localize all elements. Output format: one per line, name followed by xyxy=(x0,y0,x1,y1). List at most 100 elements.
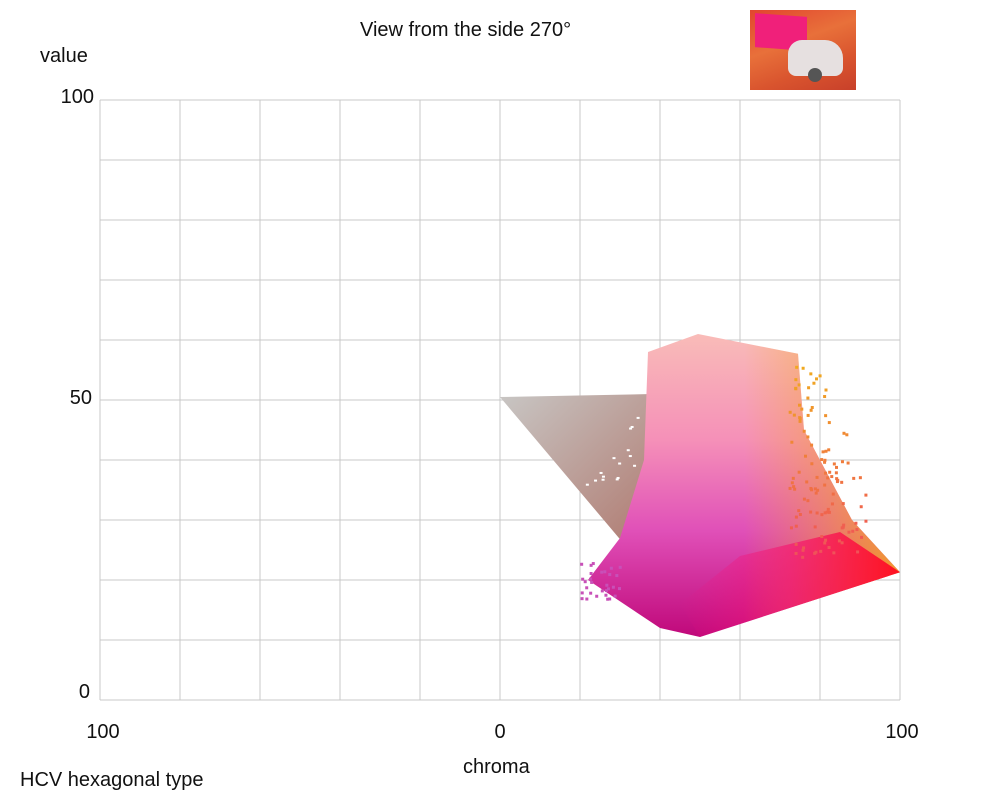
scatter-point xyxy=(815,475,819,479)
scatter-gap xyxy=(601,475,605,478)
scatter-point xyxy=(604,589,608,593)
scatter-point xyxy=(589,591,593,595)
scatter-point xyxy=(818,374,822,378)
scatter-point xyxy=(827,546,831,550)
scatter-point xyxy=(589,571,593,575)
scatter-point xyxy=(832,551,836,555)
scatter-point xyxy=(615,574,619,578)
scatter-point xyxy=(840,541,844,545)
scatter-point xyxy=(794,378,798,382)
scatter-point xyxy=(815,377,819,381)
scatter-point xyxy=(606,597,610,601)
scatter-point xyxy=(794,524,798,528)
scatter-point xyxy=(809,408,813,412)
scatter-point xyxy=(864,493,868,497)
scatter-point xyxy=(820,535,824,539)
scatter-point xyxy=(809,510,813,514)
scatter-point xyxy=(595,594,599,598)
scatter-point xyxy=(852,476,856,480)
scatter-point xyxy=(797,509,801,513)
scatter-point xyxy=(795,365,799,369)
scatter-point xyxy=(810,462,814,466)
scatter-point xyxy=(802,497,806,501)
scatter-point xyxy=(611,585,615,589)
y-tick-label: 100 xyxy=(60,86,94,108)
scatter-point xyxy=(801,548,805,552)
y-axis-label: value xyxy=(40,45,88,67)
scatter-point xyxy=(798,513,802,517)
scatter-point xyxy=(580,597,584,601)
scatter-point xyxy=(792,485,796,489)
scatter-point xyxy=(823,511,827,515)
scatter-point xyxy=(788,410,792,414)
scatter-point xyxy=(609,566,613,570)
scatter-point xyxy=(842,523,846,527)
scatter-point xyxy=(823,458,827,462)
scatter-point xyxy=(827,448,831,452)
scatter-gap xyxy=(616,476,620,479)
scatter-point xyxy=(830,502,834,506)
y-tick-label: 0 xyxy=(78,681,90,703)
scatter-point xyxy=(791,476,795,480)
scatter-point xyxy=(840,480,844,484)
scatter-point xyxy=(823,483,827,487)
x-tick-label: 100 xyxy=(885,721,919,743)
red-band-region xyxy=(680,532,900,637)
source-image-thumbnail xyxy=(750,10,856,90)
scatter-point xyxy=(583,580,587,584)
scatter-point xyxy=(810,443,814,447)
scatter-gap xyxy=(615,478,619,481)
scatter-point xyxy=(823,541,827,545)
scatter-point xyxy=(824,388,828,392)
scatter-point xyxy=(794,386,798,390)
scatter-point xyxy=(832,462,836,466)
scatter-point xyxy=(801,366,805,370)
scatter-point xyxy=(806,396,810,400)
scatter-point xyxy=(813,525,817,529)
scatter-point xyxy=(600,570,604,574)
scatter-point xyxy=(830,475,834,479)
scatter-point xyxy=(841,502,845,506)
scatter-point xyxy=(856,550,860,554)
scatter-point xyxy=(797,383,801,387)
scatter-gap xyxy=(626,449,630,452)
scatter-point xyxy=(824,414,828,418)
scatter-gap xyxy=(612,457,616,460)
scatter-point xyxy=(790,440,794,444)
scatter-point xyxy=(794,515,798,519)
scatter-point xyxy=(608,573,612,577)
scatter-point xyxy=(860,535,864,539)
chart-title: View from the side 270° xyxy=(360,19,572,41)
scatter-point xyxy=(809,372,813,376)
scatter-point xyxy=(804,454,808,458)
scatter-point xyxy=(798,419,802,423)
scatter-gap xyxy=(628,455,632,458)
scatter-point xyxy=(847,530,851,534)
scatter-point xyxy=(617,587,621,591)
scatter-point xyxy=(585,586,589,590)
scatter-point xyxy=(835,480,839,484)
scatter-point xyxy=(600,589,604,593)
scatter-point xyxy=(842,431,846,435)
scatter-point xyxy=(810,405,814,409)
scatter-gap xyxy=(585,483,589,486)
scatter-point xyxy=(789,526,793,530)
x-axis-label: chroma xyxy=(463,756,530,778)
scatter-point xyxy=(585,597,589,601)
scatter-point xyxy=(846,461,850,465)
scatter-point xyxy=(824,538,828,542)
scatter-point xyxy=(840,460,844,464)
scatter-point xyxy=(580,562,584,566)
scatter-point xyxy=(816,488,820,492)
scatter-point xyxy=(828,470,832,474)
scatter-point xyxy=(821,450,825,454)
scatter-point xyxy=(590,580,594,584)
scatter-point xyxy=(826,476,830,480)
scatter-point xyxy=(825,510,829,514)
scatter-point xyxy=(813,487,817,491)
scatter-gap xyxy=(594,479,598,482)
scatter-point xyxy=(810,488,814,492)
scatter-point xyxy=(823,395,827,399)
scatter-point xyxy=(603,570,607,574)
